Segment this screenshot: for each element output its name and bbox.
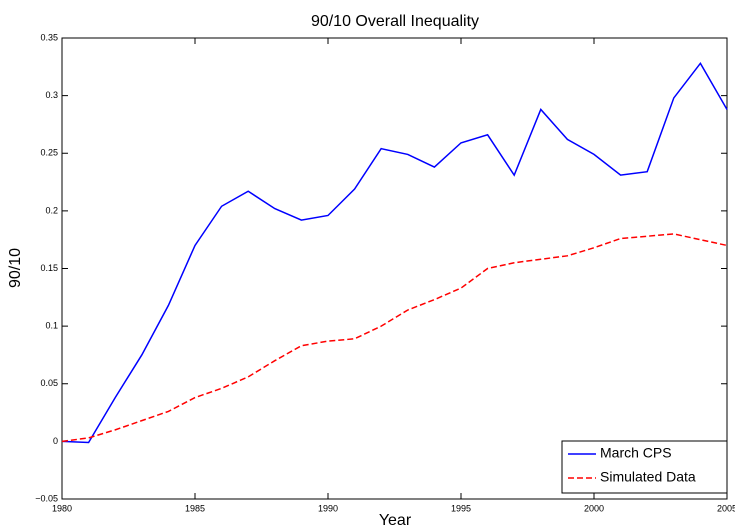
series-line (61, 62, 728, 444)
x-axis-label: Year (379, 512, 412, 529)
x-tick-label: 1980 (52, 503, 72, 513)
y-tick-label: 0.15 (40, 263, 58, 273)
y-tick-label: 0.35 (40, 32, 58, 42)
y-tick-label: 0.05 (40, 378, 58, 388)
y-tick-label: 0 (53, 436, 58, 446)
x-tick-label: 1995 (451, 503, 471, 513)
x-tick-label: 2000 (584, 503, 604, 513)
y-axis-label: 90/10 (7, 248, 24, 288)
x-tick-label: 2005 (717, 503, 735, 513)
chart-title: 90/10 Overall Inequality (311, 13, 479, 30)
y-tick-label: −0.05 (35, 493, 58, 503)
y-tick-label: 0.1 (45, 321, 58, 331)
x-tick-label: 1985 (185, 503, 205, 513)
plot-area (61, 37, 728, 500)
y-tick-label: 0.2 (45, 205, 58, 215)
legend-label: March CPS (600, 445, 672, 461)
series-line (61, 233, 728, 443)
y-tick-label: 0.25 (40, 148, 58, 158)
y-tick-label: 0.3 (45, 90, 58, 100)
legend-box (561, 440, 728, 494)
x-tick-label: 1990 (318, 503, 338, 513)
legend-label: Simulated Data (600, 469, 696, 485)
